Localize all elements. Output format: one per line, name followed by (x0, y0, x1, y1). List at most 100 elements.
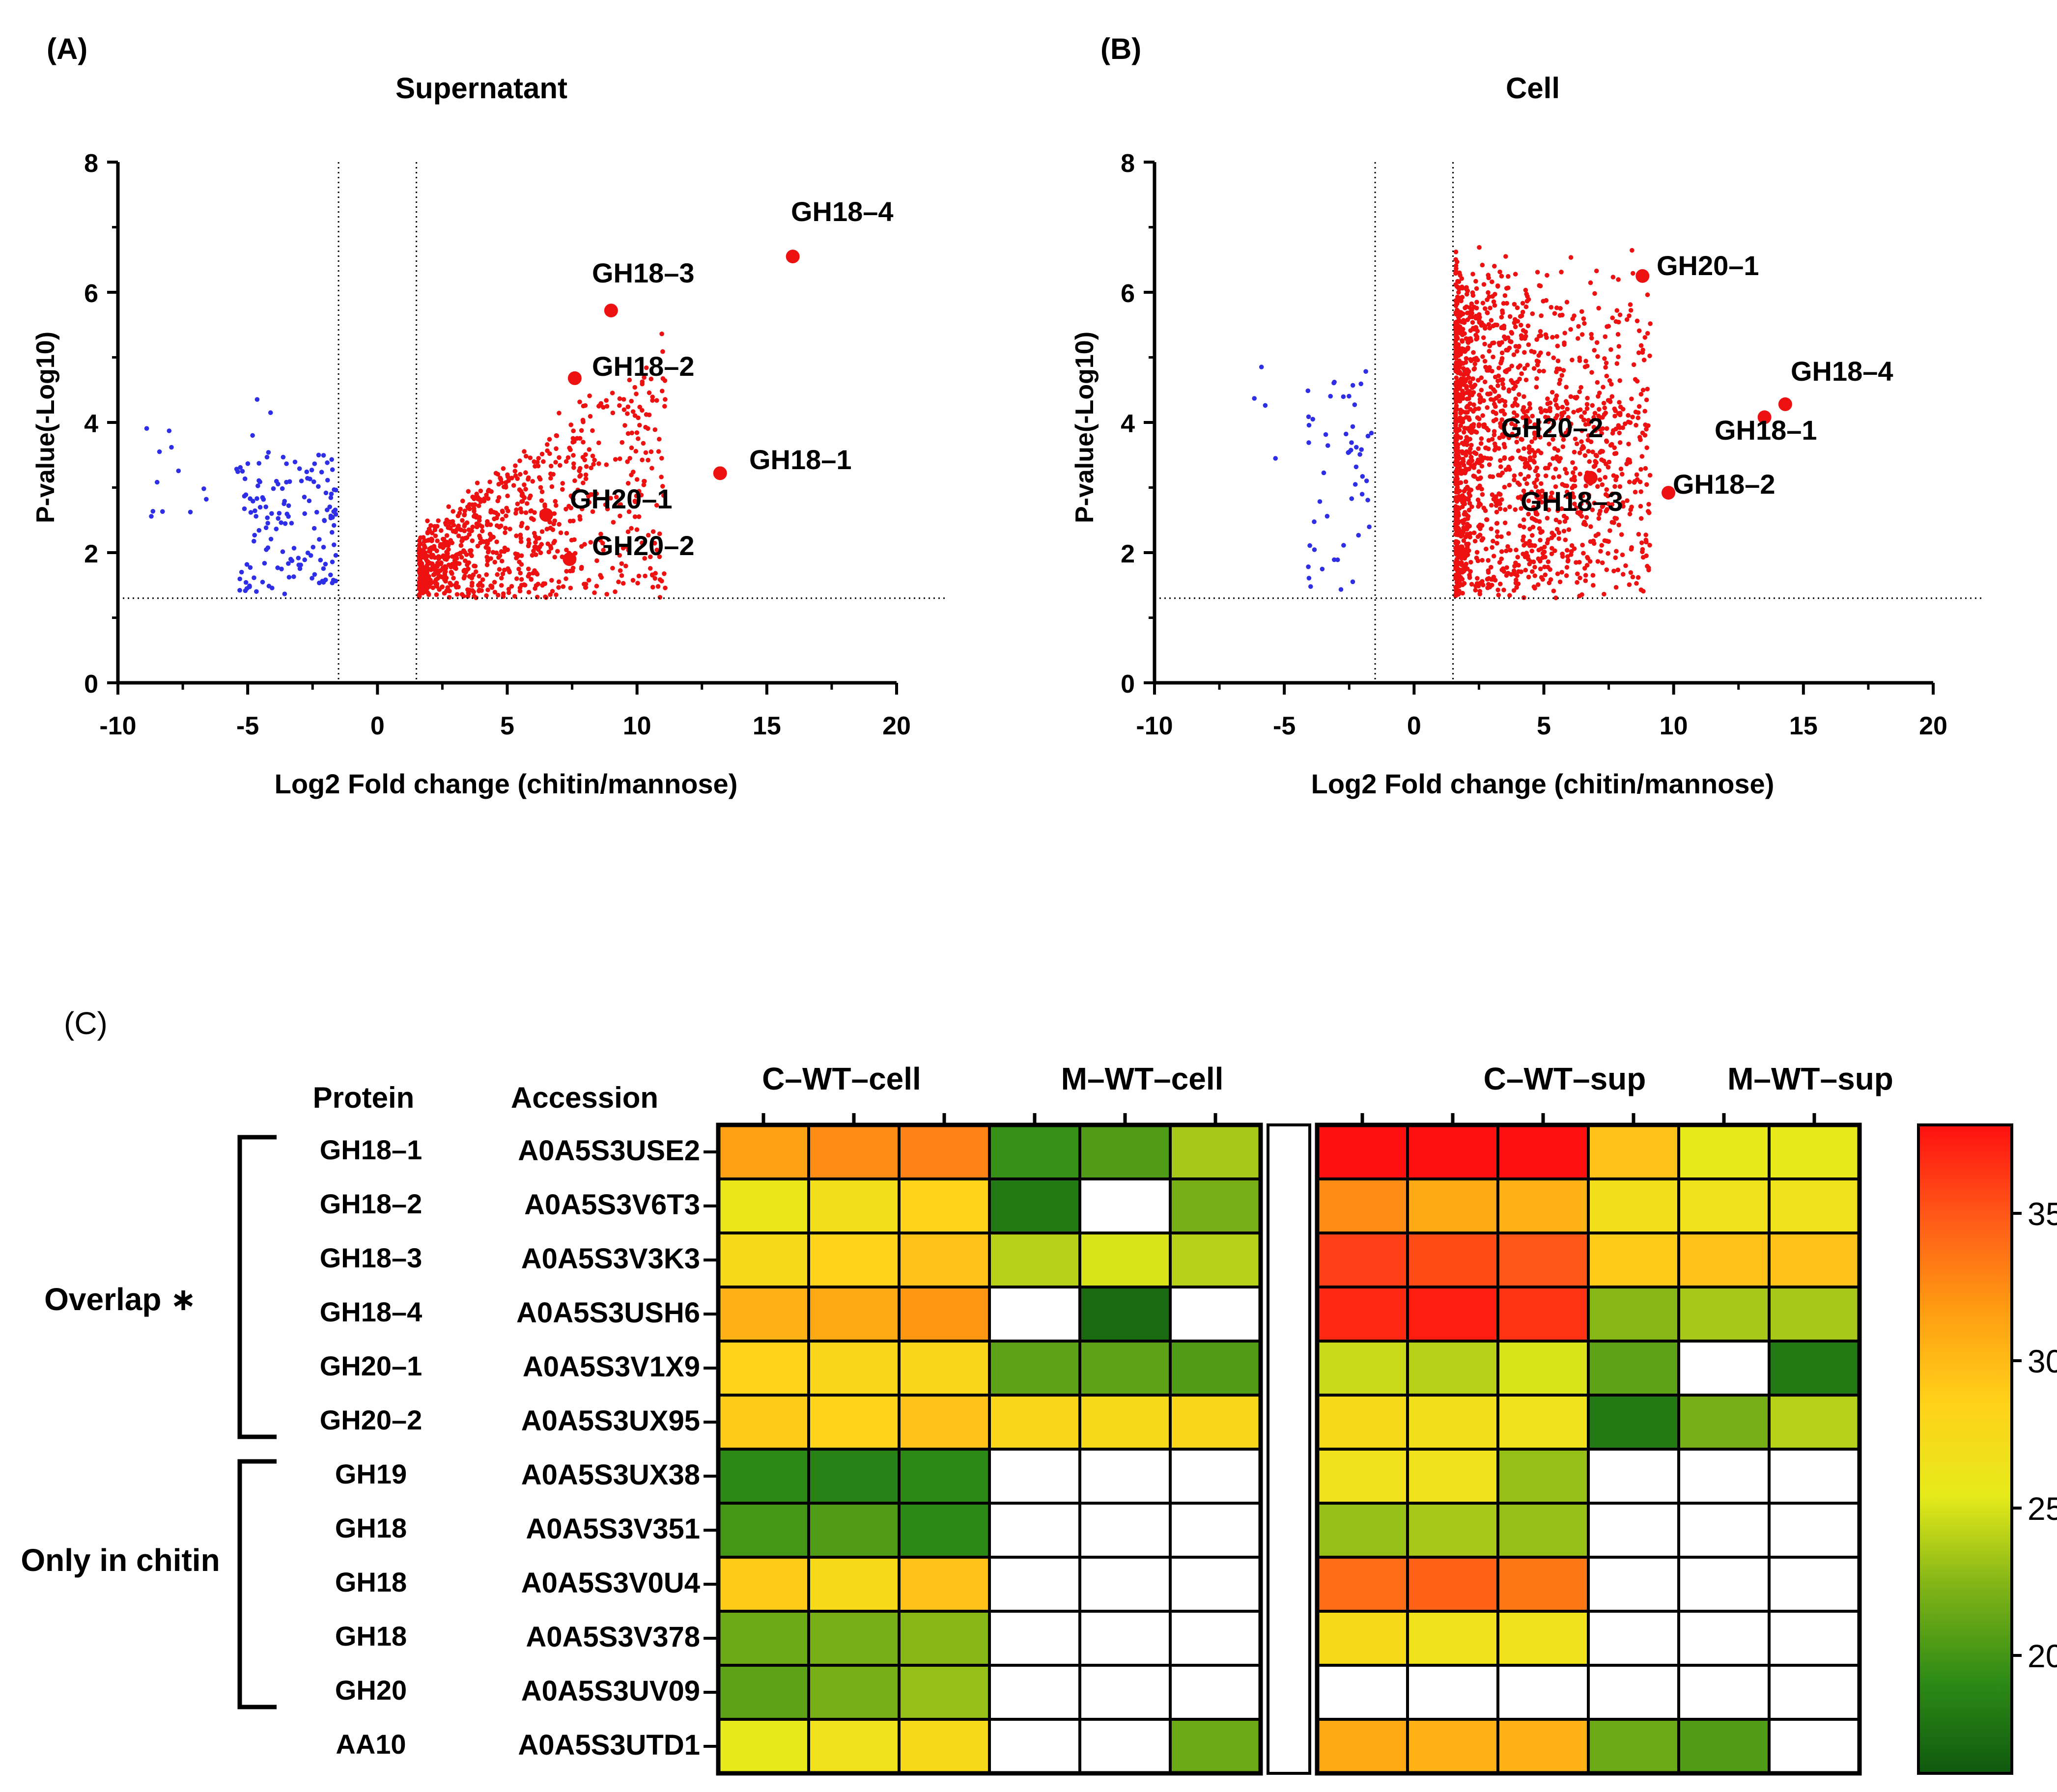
up-regulated-point (1516, 562, 1521, 568)
up-regulated-point (1460, 338, 1465, 343)
up-regulated-point (588, 414, 593, 419)
up-regulated-point (1565, 548, 1570, 553)
heatmap-cell (717, 1340, 810, 1397)
up-regulated-point (626, 547, 631, 553)
up-regulated-point (1460, 500, 1465, 505)
up-regulated-point (1628, 308, 1634, 313)
heatmap-cell (1677, 1664, 1771, 1721)
down-regulated-point (1328, 393, 1333, 399)
up-regulated-point (425, 562, 430, 567)
up-regulated-point (1529, 448, 1535, 453)
up-regulated-point (1604, 361, 1609, 365)
up-regulated-point (1609, 394, 1615, 399)
up-regulated-point (1537, 334, 1542, 338)
up-regulated-point (604, 591, 609, 597)
up-regulated-point (1453, 433, 1458, 439)
up-regulated-point (570, 440, 575, 445)
up-regulated-point (1461, 366, 1466, 371)
up-regulated-point (1565, 431, 1571, 437)
up-regulated-point (1532, 431, 1537, 437)
down-regulated-point (248, 510, 254, 515)
up-regulated-point (1462, 581, 1467, 586)
up-regulated-point (1564, 300, 1570, 305)
up-regulated-point (1514, 440, 1519, 445)
down-regulated-point (265, 515, 270, 520)
row-protein-label: GH18–4 (320, 1296, 423, 1327)
up-regulated-point (470, 538, 475, 543)
up-regulated-point (1478, 395, 1483, 400)
up-regulated-point (1537, 420, 1542, 425)
up-regulated-point (1471, 327, 1477, 332)
up-regulated-point (548, 592, 553, 597)
up-regulated-point (620, 581, 626, 586)
up-regulated-point (1560, 554, 1565, 559)
up-regulated-point (1554, 527, 1560, 532)
up-regulated-point (592, 590, 597, 595)
up-regulated-point (1474, 336, 1479, 342)
up-regulated-point (458, 527, 464, 532)
up-regulated-point (1606, 493, 1610, 499)
down-regulated-point (317, 580, 322, 586)
up-regulated-point (1585, 500, 1591, 505)
down-regulated-point (256, 528, 262, 533)
up-regulated-point (1475, 497, 1481, 503)
up-regulated-point (518, 570, 523, 576)
heatmap-cell (807, 1448, 901, 1505)
down-regulated-point (317, 537, 322, 542)
up-regulated-point (1545, 273, 1550, 278)
up-regulated-point (639, 493, 644, 498)
up-regulated-point (499, 559, 505, 563)
up-regulated-point (519, 509, 524, 515)
up-regulated-point (1563, 537, 1568, 542)
up-regulated-point (439, 574, 445, 580)
down-regulated-point (325, 477, 330, 483)
up-regulated-point (604, 398, 609, 403)
up-regulated-point (435, 560, 440, 565)
heatmap-cell (1406, 1502, 1499, 1559)
down-regulated-point (240, 469, 245, 474)
up-regulated-point (1634, 318, 1640, 324)
heatmap-cell (1406, 1394, 1499, 1451)
down-regulated-point (242, 476, 248, 481)
up-regulated-point (1555, 508, 1560, 513)
up-regulated-point (1581, 316, 1586, 321)
down-regulated-point (311, 526, 317, 531)
up-regulated-point (1480, 413, 1485, 418)
down-regulated-point (1306, 414, 1311, 420)
highlight-point (1757, 410, 1772, 424)
down-regulated-point (169, 445, 174, 450)
up-regulated-point (1522, 464, 1528, 470)
down-regulated-point (304, 469, 310, 475)
down-regulated-point (311, 479, 316, 484)
up-regulated-point (648, 566, 653, 571)
up-regulated-point (1551, 422, 1556, 427)
heatmap-cell (1496, 1177, 1590, 1234)
heatmap-cell (988, 1556, 1081, 1613)
up-regulated-point (1606, 551, 1610, 556)
up-regulated-point (641, 482, 647, 487)
down-regulated-point (243, 580, 249, 585)
up-regulated-point (1456, 490, 1461, 495)
up-regulated-point (498, 476, 503, 480)
up-regulated-point (1595, 380, 1600, 385)
heatmap-cell (1768, 1448, 1861, 1505)
up-regulated-point (1559, 373, 1564, 378)
up-regulated-point (1547, 462, 1552, 467)
up-regulated-point (1596, 306, 1601, 311)
up-regulated-point (1634, 581, 1639, 586)
down-regulated-point (286, 561, 291, 566)
up-regulated-point (1501, 569, 1507, 574)
down-regulated-point (297, 566, 303, 571)
up-regulated-point (558, 463, 563, 468)
up-regulated-point (494, 515, 499, 521)
column-group-c-wt-sup: C–WT–sup (1484, 1061, 1646, 1096)
up-regulated-point (1469, 504, 1474, 509)
up-regulated-point (1499, 556, 1504, 561)
down-regulated-point (292, 459, 298, 465)
up-regulated-point (1639, 540, 1644, 545)
up-regulated-point (1506, 531, 1511, 536)
up-regulated-point (479, 583, 485, 588)
up-regulated-point (1477, 245, 1482, 250)
down-regulated-point (330, 467, 335, 472)
